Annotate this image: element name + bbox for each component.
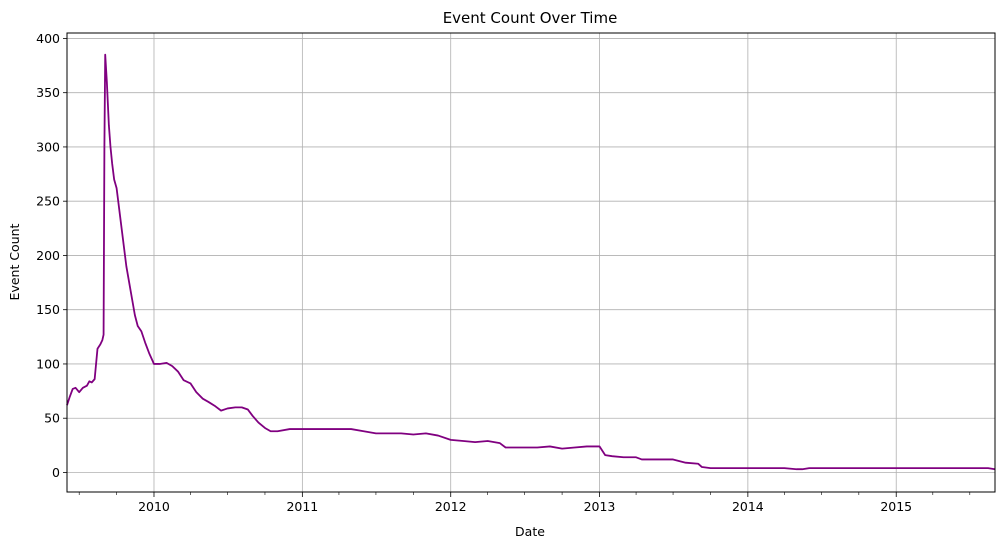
- x-tick-label: 2012: [435, 499, 467, 514]
- y-tick-label: 50: [44, 411, 60, 426]
- grid: [67, 33, 995, 492]
- x-tick-label: 2010: [138, 499, 170, 514]
- series-layer: [66, 53, 996, 471]
- x-tick-label: 2011: [286, 499, 318, 514]
- y-tick-label: 300: [36, 139, 60, 154]
- chart-title: Event Count Over Time: [443, 9, 618, 27]
- plot-frame: [66, 32, 996, 493]
- y-tick-label: 0: [52, 465, 60, 480]
- y-axis-label: Event Count: [7, 223, 22, 300]
- y-tick-label: 100: [36, 356, 60, 371]
- ticks: 0 50 100 150 200 250 300 350 400 2010 2011 2012 2013…: [36, 31, 971, 514]
- y-tick-label: 350: [36, 85, 60, 100]
- y-tick-label: 400: [36, 31, 60, 46]
- y-tick-label: 200: [36, 248, 60, 263]
- y-tick-label: 150: [36, 302, 60, 317]
- x-tick-label: 2013: [584, 499, 616, 514]
- x-axis-label: Date: [515, 524, 545, 539]
- x-tick-label: 2014: [732, 499, 764, 514]
- y-tick-label: 250: [36, 194, 60, 209]
- x-tick-label: 2015: [880, 499, 912, 514]
- series-line: [66, 53, 996, 471]
